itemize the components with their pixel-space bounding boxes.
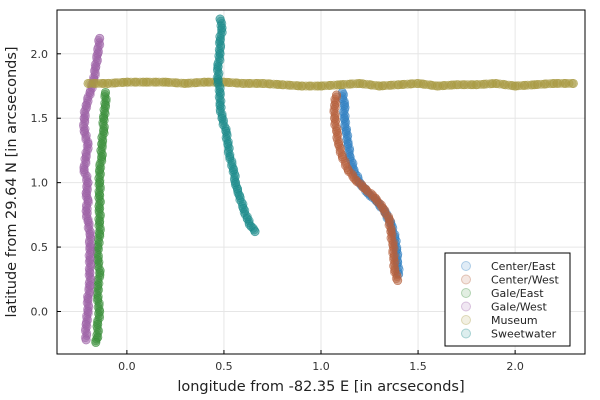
legend-marker [461, 261, 471, 271]
track-point [81, 324, 91, 334]
data-point [161, 77, 171, 87]
series-gale-east [91, 87, 111, 347]
track-point [91, 78, 101, 88]
legend-label: Museum [491, 314, 538, 327]
legend-marker [461, 301, 471, 312]
track-point [94, 36, 103, 46]
grid-layer [57, 10, 585, 354]
x-tick-label: 1.5 [409, 360, 427, 373]
track-point [85, 78, 95, 88]
y-tick-label: 0.5 [31, 241, 49, 254]
track-point [454, 80, 463, 90]
track-point [362, 186, 372, 196]
legend-label: Gale/East [491, 287, 544, 300]
data-point [335, 80, 345, 90]
data-point [393, 276, 403, 286]
track-point [113, 78, 123, 88]
tick-layer: 0.0 0.5 1.0 1.5 2.0 0.0 0.5 1.0 1.5 2.0 [31, 48, 524, 373]
legend-label: Center/East [491, 260, 556, 273]
data-point [81, 335, 91, 345]
data-point [432, 81, 442, 91]
legend-label: Sweetwater [491, 328, 557, 341]
data-point [568, 78, 578, 88]
y-tick-label: 1.0 [31, 177, 49, 190]
track-point [416, 79, 426, 89]
x-tick-label: 2.0 [506, 360, 524, 373]
y-axis-title: latitude from 29.64 N [in arcseconds] [4, 46, 20, 317]
y-tick-label: 2.0 [31, 48, 49, 61]
y-tick-label: 1.5 [31, 112, 49, 125]
track-point [246, 78, 256, 88]
track-point [361, 79, 371, 89]
track-point [495, 79, 505, 89]
track-point [241, 78, 251, 88]
track-point [363, 187, 373, 197]
data-point [530, 80, 540, 90]
x-tick-label: 1.0 [312, 360, 330, 373]
track-point [481, 79, 491, 89]
data-point [91, 337, 101, 347]
track-point [298, 81, 308, 91]
legend-marker [461, 328, 471, 339]
track-point [145, 77, 155, 87]
legend-label: Gale/West [491, 301, 548, 314]
y-tick-label: 0.0 [31, 305, 49, 318]
series-gale-west [78, 33, 105, 345]
legend-marker [461, 288, 471, 298]
series-sweetwater [212, 14, 260, 237]
legend-label: Center/West [491, 274, 559, 287]
series-layer [78, 14, 578, 347]
data-point [361, 184, 371, 194]
x-tick-label: 0.0 [118, 360, 136, 373]
legend-box [444, 252, 571, 347]
x-tick-label: 0.5 [215, 360, 233, 373]
data-point [250, 227, 260, 237]
data-point [215, 14, 225, 24]
x-axis-title: longitude from -82.35 E [in arcseconds] [177, 379, 464, 395]
track-point [148, 77, 158, 87]
legend: Center/EastCenter/WestGale/EastGale/West… [444, 252, 571, 347]
data-point [374, 81, 384, 91]
legend-marker [461, 274, 471, 285]
series-museum [83, 77, 578, 91]
legend-marker [461, 315, 471, 325]
series-center-west [329, 90, 403, 286]
track-point [555, 78, 565, 88]
